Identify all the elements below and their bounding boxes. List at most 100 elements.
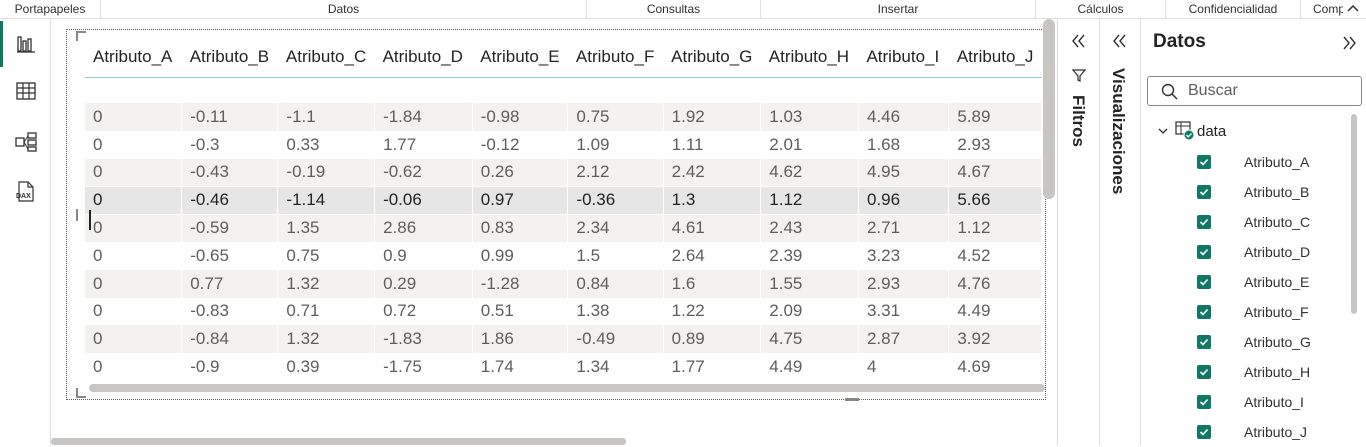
filters-label[interactable]: Filtros <box>1069 95 1088 147</box>
table-cell[interactable]: 2.12 <box>567 158 664 187</box>
table-cell[interactable]: -1.28 <box>472 269 569 298</box>
table-row[interactable]: 0 -0.84 1.32 -1.83 1.86 -0.49 0.89 4.75 2.87 3.92 <box>85 325 1042 354</box>
table-cell[interactable]: 2.71 <box>858 214 950 242</box>
column-header[interactable]: Atributo_B <box>181 37 278 78</box>
table-cell[interactable]: 2.93 <box>858 269 950 298</box>
table-cell[interactable]: 1.38 <box>567 297 664 326</box>
table-cell[interactable]: 3.23 <box>858 241 950 270</box>
field-item[interactable]: Atributo_D <box>1197 237 1357 267</box>
field-checkbox[interactable] <box>1197 425 1211 439</box>
resize-handle-bottom-left[interactable] <box>76 396 86 398</box>
table-cell[interactable]: -1.1 <box>277 103 376 131</box>
table-cell[interactable]: -0.3 <box>181 130 279 159</box>
table-cell[interactable]: 0.97 <box>472 185 569 215</box>
table-cell[interactable]: 1.34 <box>567 353 664 381</box>
column-header[interactable]: Atributo_F <box>567 37 664 78</box>
table-row[interactable]: 0 -0.11 -1.1 -1.84 -0.98 0.75 1.92 1.03 4.46 5.89 <box>85 103 1042 131</box>
field-item[interactable]: Atributo_A <box>1197 147 1357 177</box>
table-cell[interactable]: -0.49 <box>567 325 664 354</box>
field-checkbox[interactable] <box>1197 395 1211 409</box>
table-cell[interactable]: 1.12 <box>948 214 1042 242</box>
table-cell[interactable]: -0.98 <box>472 103 569 131</box>
table-cell[interactable]: 2.09 <box>760 297 859 326</box>
table-cell[interactable]: 0 <box>85 214 183 242</box>
field-checkbox[interactable] <box>1197 335 1211 349</box>
table-cell[interactable]: 0 <box>85 185 183 215</box>
table-cell[interactable]: 0.84 <box>567 269 664 298</box>
table-horizontal-scrollbar[interactable] <box>89 384 1045 392</box>
field-item[interactable]: Atributo_I <box>1197 387 1357 417</box>
table-cell[interactable]: 2.34 <box>567 214 664 242</box>
table-cell[interactable]: 1.6 <box>663 269 762 298</box>
table-row[interactable]: 0 -0.65 0.75 0.9 0.99 1.5 2.64 2.39 3.23 4.52 <box>85 241 1042 270</box>
resize-handle-left[interactable] <box>76 209 78 221</box>
table-cell[interactable]: -1.75 <box>374 353 473 381</box>
column-header[interactable]: Atributo_E <box>472 37 568 78</box>
data-pane-scrollbar[interactable] <box>1351 114 1357 314</box>
field-item[interactable]: Atributo_G <box>1197 327 1357 357</box>
table-cell[interactable]: 2.87 <box>858 325 950 354</box>
table-cell[interactable]: 1.68 <box>858 130 950 159</box>
report-canvas[interactable]: Atributo_A Atributo_B Atributo_C Atribut… <box>51 19 1057 446</box>
table-cell[interactable]: -0.12 <box>472 130 569 159</box>
table-cell[interactable]: 1.11 <box>663 130 762 159</box>
field-item[interactable]: Atributo_B <box>1197 177 1357 207</box>
table-cell[interactable]: 0.39 <box>277 353 376 381</box>
table-cell[interactable]: 0.75 <box>567 103 664 131</box>
table-cell[interactable]: 1.03 <box>760 103 859 131</box>
table-cell[interactable]: -0.9 <box>181 353 279 381</box>
table-cell[interactable]: 0 <box>85 325 183 354</box>
table-cell[interactable]: 4.61 <box>663 214 762 242</box>
table-cell[interactable]: 0.71 <box>277 297 376 326</box>
search-input[interactable] <box>1188 81 1353 101</box>
table-cell[interactable]: -0.46 <box>181 185 279 215</box>
table-cell[interactable]: 1.09 <box>567 130 664 159</box>
table-row[interactable]: 0 0.77 1.32 0.29 -1.28 0.84 1.6 1.55 2.93 4.76 <box>85 269 1042 298</box>
table-cell[interactable]: 4.75 <box>760 325 859 354</box>
report-view-button[interactable] <box>0 19 51 69</box>
table-cell[interactable]: 1.22 <box>663 297 762 326</box>
table-cell[interactable]: 4.69 <box>948 353 1042 381</box>
dax-query-view-button[interactable]: DAX <box>0 167 51 217</box>
table-row[interactable]: 0 -0.9 0.39 -1.75 1.74 1.34 1.77 4.49 4 4.69 <box>85 353 1042 381</box>
table-cell[interactable]: 0 <box>85 158 183 187</box>
table-tree-node[interactable]: data <box>1157 119 1226 143</box>
table-cell[interactable]: 1.32 <box>277 269 376 298</box>
table-cell[interactable]: 3.92 <box>948 325 1042 354</box>
table-row[interactable]: 0 -0.46 -1.14 -0.06 0.97 -0.36 1.3 1.12 0.96 5.66 <box>85 185 1042 215</box>
table-row[interactable]: 0 -0.83 0.71 0.72 0.51 1.38 1.22 2.09 3.31 4.49 <box>85 297 1042 326</box>
table-cell[interactable]: 4.49 <box>760 353 859 381</box>
table-view-button[interactable] <box>0 66 51 116</box>
table-row[interactable]: 0 -0.43 -0.19 -0.62 0.26 2.12 2.42 4.62 4.95 4.67 <box>85 158 1042 187</box>
collapse-double-chevron-right-icon[interactable] <box>1342 35 1358 51</box>
table-cell[interactable]: 0.96 <box>858 185 950 215</box>
table-cell[interactable]: 4.52 <box>948 241 1042 270</box>
field-item[interactable]: Atributo_H <box>1197 357 1357 387</box>
table-cell[interactable]: 0.83 <box>472 214 569 242</box>
table-cell[interactable]: -1.84 <box>374 103 473 131</box>
field-checkbox[interactable] <box>1197 305 1211 319</box>
column-header[interactable]: Atributo_G <box>663 37 761 78</box>
table-cell[interactable]: 0 <box>85 269 183 298</box>
table-cell[interactable]: 0.29 <box>374 269 473 298</box>
table-cell[interactable]: -0.36 <box>567 185 664 215</box>
table-cell[interactable]: 5.66 <box>948 185 1042 215</box>
table-cell[interactable]: 0 <box>85 130 183 159</box>
resize-handle-bottom[interactable] <box>845 398 859 401</box>
field-item[interactable]: Atributo_C <box>1197 207 1357 237</box>
table-name[interactable]: data <box>1197 122 1227 140</box>
field-checkbox[interactable] <box>1197 185 1211 199</box>
table-cell[interactable]: 5.89 <box>948 103 1042 131</box>
table-cell[interactable]: 1.86 <box>472 325 569 354</box>
table-cell[interactable]: 4.95 <box>858 158 950 187</box>
table-cell[interactable]: 4.46 <box>858 103 950 131</box>
table-cell[interactable]: 0.33 <box>277 130 376 159</box>
table-row[interactable]: 0 -0.3 0.33 1.77 -0.12 1.09 1.11 2.01 1.68 2.93 <box>85 130 1042 159</box>
column-header[interactable]: Atributo_J <box>948 37 1042 78</box>
table-cell[interactable]: 0 <box>85 297 183 326</box>
chevron-down-icon[interactable] <box>1157 125 1169 137</box>
table-cell[interactable]: 1.55 <box>760 269 859 298</box>
table-cell[interactable]: 2.42 <box>663 158 762 187</box>
resize-handle-top-left[interactable] <box>76 31 86 33</box>
resize-handle-bottom-left-v[interactable] <box>76 388 78 398</box>
